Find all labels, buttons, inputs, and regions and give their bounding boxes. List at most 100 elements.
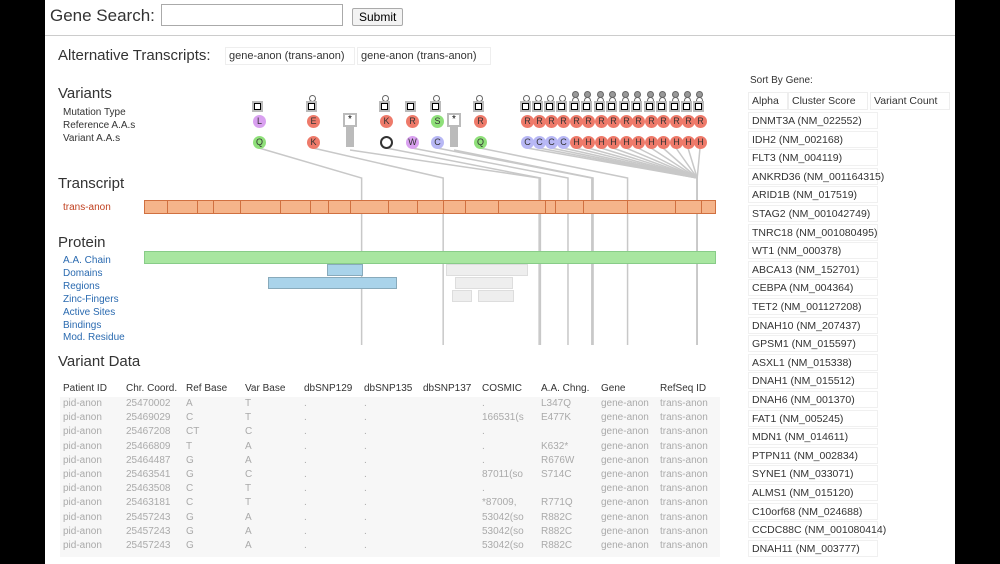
reference-aa[interactable]: R bbox=[670, 115, 683, 128]
gene-list-item[interactable]: CCDC88C (NM_001080414) bbox=[748, 521, 886, 539]
mutation-type-icon[interactable] bbox=[569, 101, 580, 112]
mutation-type-icon[interactable] bbox=[430, 101, 441, 112]
column-header[interactable]: Var Base bbox=[245, 383, 286, 394]
reference-aa[interactable]: R bbox=[632, 115, 645, 128]
mutation-type-icon[interactable] bbox=[405, 101, 416, 112]
gene-list-item[interactable]: STAG2 (NM_001042749) bbox=[748, 205, 878, 222]
zinc-finger-box[interactable] bbox=[452, 290, 472, 302]
gene-list-item[interactable]: SYNE1 (NM_033071) bbox=[748, 465, 878, 483]
reference-aa[interactable]: R bbox=[557, 115, 570, 128]
gene-list-item[interactable]: WT1 (NM_000378) bbox=[748, 242, 878, 260]
gene-list-item[interactable]: ASXL1 (NM_015338) bbox=[748, 353, 878, 371]
frameshift-marker[interactable]: * bbox=[343, 113, 357, 127]
variant-aa[interactable]: C bbox=[557, 136, 570, 149]
gene-list-item[interactable]: IDH2 (NM_002168) bbox=[748, 130, 878, 148]
gene-list-item[interactable]: ABCA13 (NM_152701) bbox=[748, 260, 878, 278]
frameshift-marker[interactable]: * bbox=[447, 113, 461, 127]
variant-aa[interactable]: H bbox=[607, 136, 620, 149]
mutation-type-icon[interactable] bbox=[306, 101, 317, 112]
mutation-type-icon[interactable] bbox=[544, 101, 555, 112]
mutation-type-icon[interactable] bbox=[644, 101, 655, 112]
region-box[interactable] bbox=[268, 277, 397, 289]
reference-aa[interactable]: R bbox=[620, 115, 633, 128]
reference-aa[interactable]: E bbox=[307, 115, 320, 128]
domain-box[interactable] bbox=[446, 264, 528, 276]
gene-list-item[interactable]: ANKRD36 (NM_001164315) bbox=[748, 167, 884, 185]
variant-aa[interactable]: C bbox=[431, 136, 444, 149]
gene-list-item[interactable]: DNAH6 (NM_001370) bbox=[748, 391, 878, 408]
mutation-type-icon[interactable] bbox=[631, 101, 642, 112]
mutation-type-icon[interactable] bbox=[656, 101, 667, 112]
variant-aa[interactable]: H bbox=[645, 136, 658, 149]
variant-aa[interactable]: H bbox=[632, 136, 645, 149]
mutation-type-icon[interactable] bbox=[252, 101, 263, 112]
column-header[interactable]: dbSNP137 bbox=[423, 383, 472, 394]
stop-codon-icon[interactable] bbox=[380, 136, 393, 149]
protein-track-label[interactable]: A.A. Chain bbox=[63, 255, 111, 266]
variant-aa[interactable]: C bbox=[533, 136, 546, 149]
variant-aa[interactable]: K bbox=[307, 136, 320, 149]
gene-list-item[interactable]: TET2 (NM_001127208) bbox=[748, 298, 878, 315]
column-header[interactable]: A.A. Chng. bbox=[541, 383, 590, 394]
mutation-type-icon[interactable] bbox=[669, 101, 680, 112]
region-box[interactable] bbox=[455, 277, 513, 289]
column-header[interactable]: dbSNP129 bbox=[304, 383, 353, 394]
gene-search-input[interactable] bbox=[161, 4, 343, 26]
reference-aa[interactable]: R bbox=[406, 115, 419, 128]
variant-aa[interactable]: H bbox=[570, 136, 583, 149]
reference-aa[interactable]: R bbox=[595, 115, 608, 128]
gene-list-item[interactable]: DNAH1 (NM_015512) bbox=[748, 372, 878, 390]
mutation-type-icon[interactable] bbox=[532, 101, 543, 112]
alt-transcript-option[interactable]: gene-anon (trans-anon) bbox=[357, 47, 491, 65]
mutation-type-icon[interactable] bbox=[473, 101, 484, 112]
variant-aa[interactable]: C bbox=[545, 136, 558, 149]
variant-aa[interactable]: H bbox=[657, 136, 670, 149]
protein-track-label[interactable]: Zinc-Fingers bbox=[63, 293, 119, 305]
protein-track-label[interactable]: Mod. Residue bbox=[63, 332, 125, 344]
reference-aa[interactable]: R bbox=[607, 115, 620, 128]
mutation-type-icon[interactable] bbox=[693, 101, 704, 112]
aa-chain-bar[interactable] bbox=[144, 251, 716, 264]
variant-aa[interactable]: H bbox=[682, 136, 695, 149]
mutation-type-icon[interactable] bbox=[606, 101, 617, 112]
variant-aa[interactable]: H bbox=[694, 136, 707, 149]
variant-aa[interactable]: H bbox=[582, 136, 595, 149]
variant-aa[interactable]: Q bbox=[253, 136, 266, 149]
gene-list-item[interactable]: FLT3 (NM_004119) bbox=[748, 149, 878, 167]
mutation-type-icon[interactable] bbox=[556, 101, 567, 112]
mutation-type-icon[interactable] bbox=[594, 101, 605, 112]
mutation-type-icon[interactable] bbox=[379, 101, 390, 112]
reference-aa[interactable]: R bbox=[582, 115, 595, 128]
submit-button[interactable]: Submit bbox=[352, 8, 404, 26]
sort-cluster-score-button[interactable]: Cluster Score bbox=[788, 92, 868, 110]
reference-aa[interactable]: R bbox=[682, 115, 695, 128]
reference-aa[interactable]: R bbox=[474, 115, 487, 128]
sort-variant-count-button[interactable]: Variant Count bbox=[870, 92, 950, 110]
column-header[interactable]: COSMIC bbox=[482, 383, 522, 394]
mutation-type-icon[interactable] bbox=[619, 101, 630, 112]
gene-list-item[interactable]: ALMS1 (NM_015120) bbox=[748, 484, 878, 501]
column-header[interactable]: Gene bbox=[601, 383, 626, 394]
transcript-name[interactable]: trans-anon bbox=[63, 202, 111, 213]
reference-aa[interactable]: L bbox=[253, 115, 266, 128]
gene-list-item[interactable]: MDN1 (NM_014611) bbox=[748, 428, 878, 446]
column-header[interactable]: Chr. Coord. bbox=[126, 383, 178, 394]
variant-aa[interactable]: H bbox=[620, 136, 633, 149]
gene-list-item[interactable]: C10orf68 (NM_024688) bbox=[748, 502, 878, 520]
reference-aa[interactable]: R bbox=[521, 115, 534, 128]
mutation-type-icon[interactable] bbox=[520, 101, 531, 112]
variant-aa[interactable]: H bbox=[670, 136, 683, 149]
reference-aa[interactable]: R bbox=[570, 115, 583, 128]
sort-alpha-button[interactable]: Alpha bbox=[748, 92, 788, 110]
mutation-type-icon[interactable] bbox=[581, 101, 592, 112]
protein-track-label[interactable]: Active Sites bbox=[63, 306, 116, 318]
variant-aa[interactable]: W bbox=[406, 136, 419, 149]
reference-aa[interactable]: R bbox=[533, 115, 546, 128]
reference-aa[interactable]: R bbox=[694, 115, 707, 128]
mutation-type-icon[interactable] bbox=[681, 101, 692, 112]
transcript-bar[interactable] bbox=[144, 200, 716, 214]
gene-list-item[interactable]: DNAH11 (NM_003777) bbox=[748, 539, 878, 557]
gene-list-item[interactable]: TNRC18 (NM_001080495) bbox=[748, 223, 878, 241]
column-header[interactable]: RefSeq ID bbox=[660, 383, 707, 394]
column-header[interactable]: Ref Base bbox=[186, 383, 228, 394]
